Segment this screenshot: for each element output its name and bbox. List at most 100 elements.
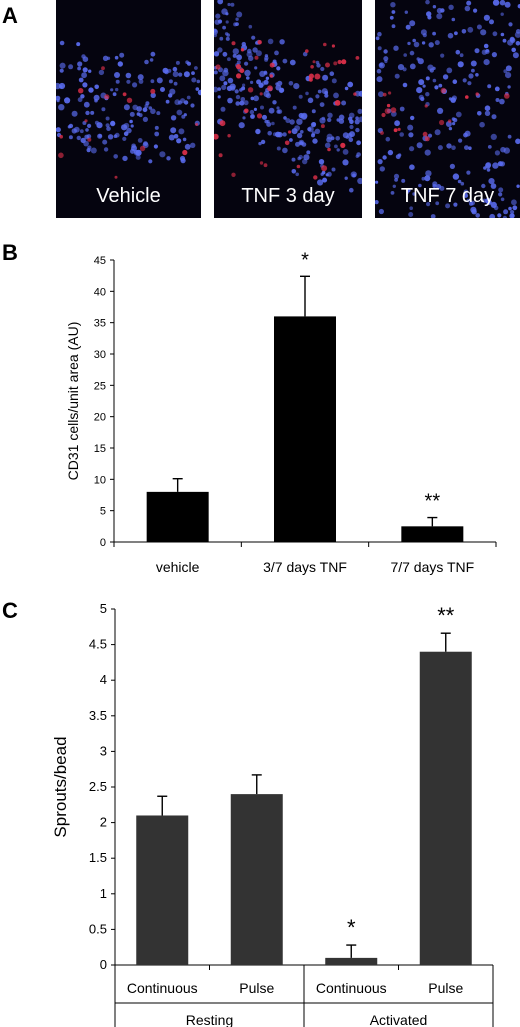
nucleus-mark <box>296 132 303 139</box>
nucleus-mark <box>172 66 178 72</box>
nucleus-mark <box>318 159 325 165</box>
nucleus-mark <box>183 100 189 105</box>
nucleus-mark <box>181 114 186 119</box>
nucleus-mark <box>409 63 416 70</box>
nucleus-mark <box>376 68 382 74</box>
nucleus-mark <box>126 127 132 134</box>
cd31-mark <box>227 134 231 138</box>
nucleus-mark <box>495 98 500 102</box>
micrograph-vehicle: Vehicle <box>56 0 201 218</box>
nucleus-mark <box>435 201 440 206</box>
nucleus-mark <box>466 170 471 175</box>
nucleus-mark <box>477 111 482 116</box>
cd31-mark <box>448 119 452 123</box>
nucleus-mark <box>490 133 497 140</box>
category-label: Continuous <box>127 980 198 996</box>
nucleus-mark <box>274 50 279 56</box>
nucleus-mark <box>341 100 347 106</box>
nucleus-mark <box>356 140 361 146</box>
nucleus-mark <box>282 58 288 64</box>
nucleus-mark <box>451 145 456 150</box>
nucleus-mark <box>191 77 197 83</box>
nucleus-mark <box>137 74 144 81</box>
cd31-mark <box>150 88 156 94</box>
cd31-mark <box>114 175 118 179</box>
nucleus-mark <box>178 72 183 77</box>
nucleus-mark <box>349 187 354 193</box>
nucleus-mark <box>56 127 61 133</box>
cd31-mark <box>254 55 259 60</box>
nucleus-mark <box>156 77 163 84</box>
nucleus-mark <box>327 112 333 119</box>
nucleus-mark <box>319 102 325 107</box>
nucleus-mark <box>258 141 262 146</box>
nucleus-mark <box>440 8 445 13</box>
cd31-mark <box>340 142 346 148</box>
nucleus-mark <box>113 134 118 138</box>
category-label: Continuous <box>316 980 387 996</box>
nucleus-mark <box>466 198 470 203</box>
nucleus-mark <box>174 99 181 106</box>
nucleus-mark <box>222 25 226 30</box>
nucleus-mark <box>329 71 335 76</box>
nucleus-mark <box>319 117 326 124</box>
nucleus-mark <box>232 53 237 58</box>
nucleus-mark <box>79 129 84 134</box>
nucleus-mark <box>138 79 144 84</box>
nucleus-mark <box>169 88 176 95</box>
group-label: Activated <box>370 1012 428 1027</box>
nucleus-mark <box>379 166 385 172</box>
nucleus-mark <box>494 86 500 92</box>
nucleus-mark <box>445 203 451 209</box>
nucleus-mark <box>253 107 257 111</box>
nucleus-mark <box>402 82 408 88</box>
nucleus-mark <box>483 43 489 49</box>
nucleus-mark <box>437 107 444 114</box>
cd31-mark <box>393 128 398 133</box>
nucleus-mark <box>378 91 384 98</box>
nucleus-mark <box>480 29 487 36</box>
cd31-mark <box>235 64 242 70</box>
nucleus-mark <box>314 128 321 134</box>
nucleus-mark <box>494 150 500 156</box>
nucleus-mark <box>475 73 479 77</box>
nucleus-mark <box>468 146 472 150</box>
nucleus-mark <box>145 101 150 106</box>
nucleus-mark <box>432 181 438 187</box>
nucleus-mark <box>144 59 149 65</box>
nucleus-mark <box>349 119 354 125</box>
nucleus-mark <box>507 134 512 139</box>
nucleus-mark <box>260 105 264 110</box>
nucleus-mark <box>162 67 169 74</box>
nucleus-mark <box>76 42 81 47</box>
nucleus-mark <box>250 114 255 119</box>
nucleus-mark <box>488 178 495 185</box>
nucleus-mark <box>160 87 165 92</box>
nucleus-mark <box>416 142 423 149</box>
nucleus-mark <box>393 45 399 51</box>
nucleus-mark <box>115 87 119 92</box>
cd31-mark <box>247 87 254 93</box>
cd31-mark <box>239 68 245 74</box>
nucleus-mark <box>424 149 431 156</box>
nucleus-mark <box>254 66 258 70</box>
cd31-mark <box>424 136 430 142</box>
nucleus-mark <box>517 4 520 9</box>
nucleus-mark <box>457 179 462 184</box>
cd31-mark <box>195 123 199 126</box>
nucleus-mark <box>358 116 362 123</box>
nucleus-mark <box>395 154 401 160</box>
nucleus-mark <box>301 142 307 147</box>
nucleus-mark <box>268 107 275 114</box>
nucleus-mark <box>446 67 453 74</box>
nucleus-mark <box>77 61 83 67</box>
nucleus-mark <box>215 13 221 19</box>
nucleus-mark <box>406 188 411 193</box>
nucleus-mark <box>194 66 198 70</box>
nucleus-mark <box>422 84 426 88</box>
nucleus-mark <box>489 19 494 25</box>
category-label: 7/7 days TNF <box>390 559 474 575</box>
nucleus-mark <box>502 38 507 43</box>
nucleus-mark <box>515 29 520 34</box>
nucleus-mark <box>331 78 337 84</box>
